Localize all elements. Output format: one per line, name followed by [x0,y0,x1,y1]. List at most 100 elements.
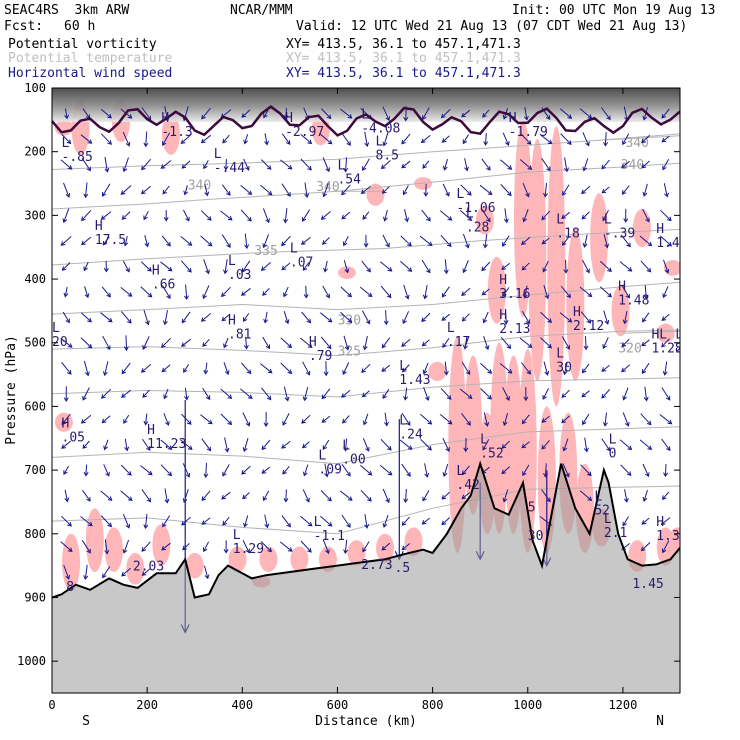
wind-arrow-shape [242,540,250,554]
pv-region-3 [161,113,180,155]
wind-arrow-342 [420,413,433,425]
stratosphere-pv-band [52,88,680,122]
wind-arrow-194 [263,311,269,324]
wind-arrow-shape [281,183,291,197]
wind-arrow-107 [163,413,170,426]
wind-arrow-shape [401,160,411,169]
wind-arrow-196 [260,363,273,374]
wind-arrow-363 [441,517,451,526]
wind-arrow-shape [360,489,372,502]
extremum-value-48: 1.45 [632,577,663,592]
wind-arrow-159 [223,337,229,349]
wind-arrow-414 [522,183,530,198]
wind-arrow-459 [582,132,590,147]
wind-arrow-shape [403,387,409,401]
pv-region-43 [376,533,395,563]
north-end-label: N [656,714,664,729]
wind-arrow-224 [300,158,312,171]
wind-arrow-252 [321,415,331,423]
wind-arrow-433 [543,285,550,300]
wind-arrow-471 [583,437,589,453]
extremum-type-5: L [361,108,369,123]
wind-arrow-shape [464,158,469,172]
wind-arrow-409 [501,466,511,475]
wind-arrow-shape [203,160,209,170]
wind-arrow-85 [142,336,150,350]
wind-arrow-482 [603,310,610,325]
wind-arrow-275 [343,539,349,555]
wind-arrow-shape [661,540,670,554]
wind-arrow-529 [659,235,673,247]
wind-arrow-shape [421,259,431,274]
wind-arrow-310 [382,514,389,528]
wind-arrow-shape [583,336,589,351]
wind-arrow-454 [561,389,570,398]
wind-arrow-43 [102,236,110,246]
wind-arrow-117 [182,209,190,222]
wind-arrow-shape [263,311,269,324]
wind-arrow-15 [64,489,70,503]
wind-arrow-362 [441,491,451,500]
extremum-value-11: .18 [556,227,579,242]
wind-arrow-shape [582,132,590,147]
wind-arrow-311 [381,542,391,551]
wind-arrow-shape [481,288,490,296]
wind-arrow-shape [160,464,173,477]
wind-arrow-320 [402,311,410,325]
wind-arrow-shape [182,209,190,222]
theta-label-3: 340 [316,180,339,195]
wind-arrow-223 [300,134,313,145]
extremum-value-31: .24 [399,427,423,442]
wind-arrow-453 [562,361,568,376]
wind-arrow-216 [282,413,290,426]
wind-arrow-309 [382,488,390,504]
wind-arrow-198 [263,412,269,428]
wind-arrow-94 [141,568,151,576]
wind-arrow-35 [80,516,93,527]
wind-arrow-514 [642,312,650,323]
wind-arrow-398 [500,184,512,197]
wind-arrow-shape [243,158,250,171]
wind-arrow-120 [183,284,189,301]
wind-arrow-shape [642,312,650,323]
wind-arrow-shape [360,464,373,476]
wind-arrow-shape [243,134,249,145]
theta-label-6: 325 [338,344,361,359]
wind-arrow-229 [303,285,309,299]
extremum-type-4: H [285,111,293,126]
wind-arrow-140 [202,338,210,347]
wind-arrow-144 [201,438,212,452]
wind-arrow-23 [81,209,92,222]
wind-arrow-525 [661,135,670,143]
wind-arrow-308 [379,464,393,476]
wind-arrow-519 [639,439,653,451]
wind-arrow-shape [101,415,111,424]
extremum-value-4: -2.97 [285,125,324,140]
wind-arrow-391 [480,388,492,400]
wind-arrow-shape [140,185,152,195]
wind-arrow-shape [619,439,633,451]
wind-arrow-shape [320,133,333,145]
extremum-value-3: -.44 [214,161,245,176]
wind-arrow-101 [160,261,173,272]
wind-arrow-shape [401,543,411,551]
wind-arrow-shape [261,466,271,474]
wind-arrow-217 [281,440,291,449]
wind-arrow-shape [463,437,469,453]
wind-arrow-156 [223,259,228,275]
extremum-type-25: L [399,359,407,374]
wind-arrow-shape [260,363,273,374]
wind-arrow-80 [143,211,149,221]
wind-arrow-536 [659,414,673,425]
wind-arrow-231 [299,337,313,348]
extremum-value-10: .28 [466,220,489,235]
wind-arrow-shape [442,338,450,349]
wind-arrow-shape [140,286,153,298]
wind-arrow-258 [339,108,353,119]
wind-arrow-shape [483,132,489,146]
wind-arrow-shape [281,440,291,449]
wind-arrow-shape [102,566,111,579]
wind-arrow-188 [260,159,272,170]
wind-arrow-shape [81,158,91,172]
wind-arrow-shape [601,438,611,452]
